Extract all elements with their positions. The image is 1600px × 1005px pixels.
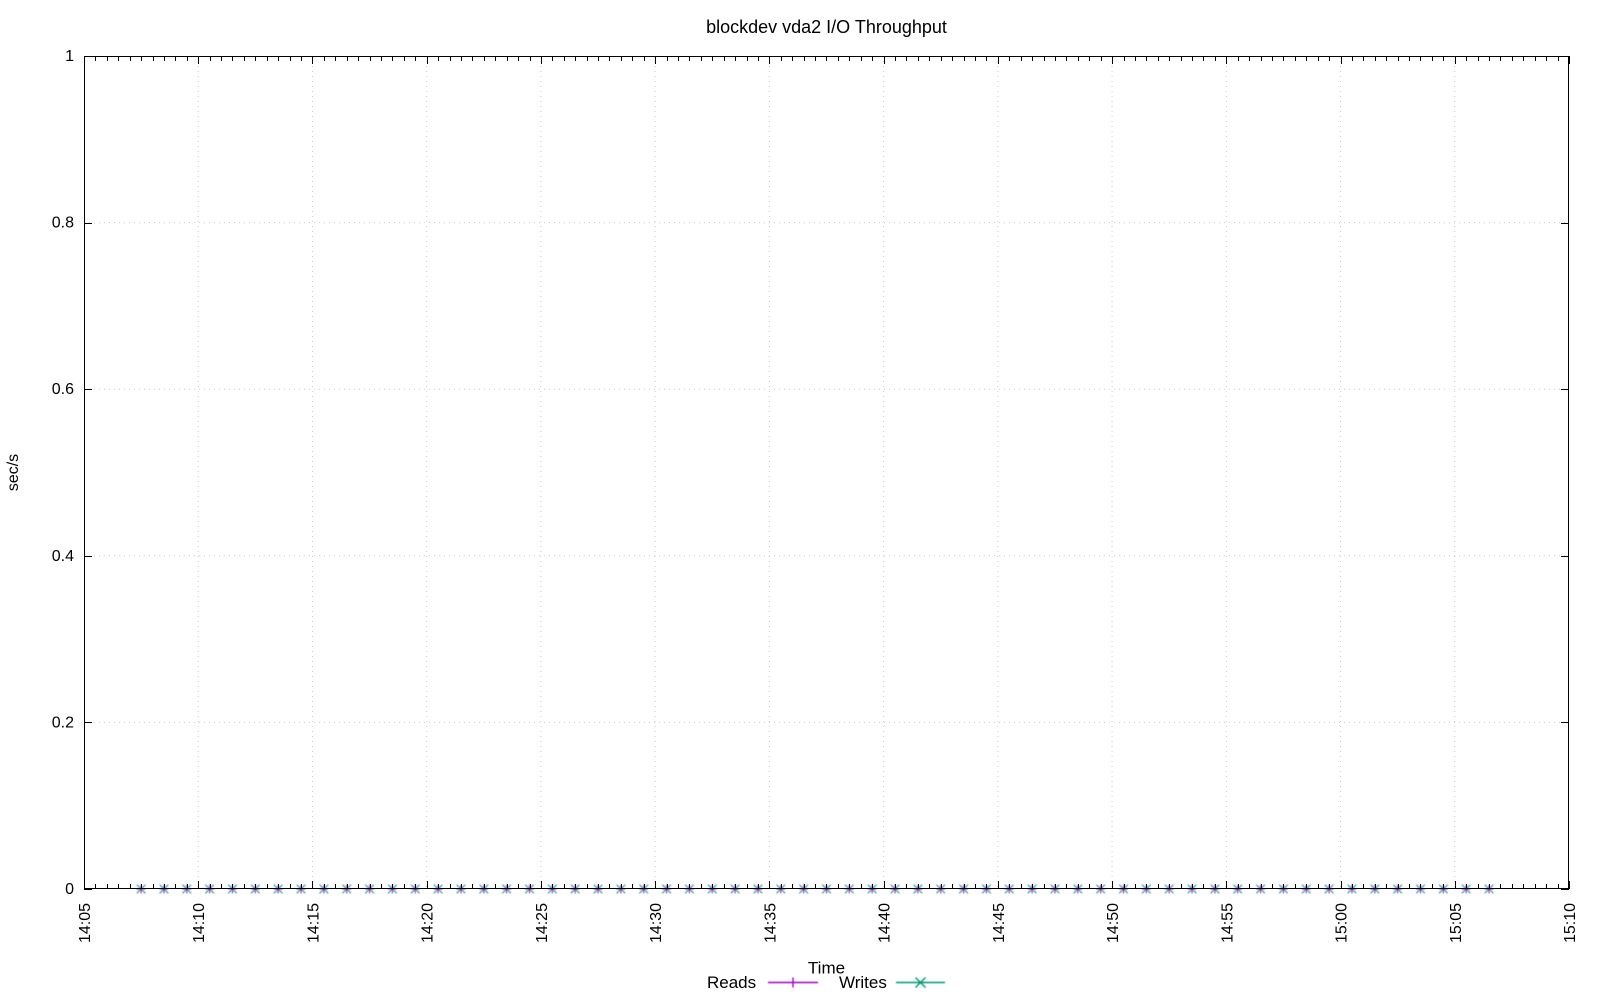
svg-text:14:50: 14:50 <box>1105 903 1122 943</box>
svg-text:15:10: 15:10 <box>1562 903 1579 943</box>
svg-text:0.6: 0.6 <box>52 381 74 398</box>
svg-text:14:10: 14:10 <box>191 903 208 943</box>
svg-text:14:25: 14:25 <box>534 903 551 943</box>
svg-text:Writes: Writes <box>839 973 887 992</box>
svg-text:1: 1 <box>65 48 74 65</box>
svg-text:blockdev vda2 I/O Throughput: blockdev vda2 I/O Throughput <box>706 17 947 37</box>
svg-text:14:15: 14:15 <box>305 903 322 943</box>
svg-text:14:35: 14:35 <box>762 903 779 943</box>
svg-text:0.2: 0.2 <box>52 714 74 731</box>
svg-text:Reads: Reads <box>707 973 756 992</box>
svg-text:0.4: 0.4 <box>52 548 74 565</box>
svg-text:14:55: 14:55 <box>1219 903 1236 943</box>
svg-text:15:00: 15:00 <box>1334 903 1351 943</box>
svg-text:15:05: 15:05 <box>1448 903 1465 943</box>
svg-text:14:30: 14:30 <box>648 903 665 943</box>
svg-text:sec/s: sec/s <box>5 454 22 491</box>
svg-text:0.8: 0.8 <box>52 215 74 232</box>
svg-text:14:05: 14:05 <box>77 903 94 943</box>
svg-text:14:20: 14:20 <box>420 903 437 943</box>
svg-text:14:40: 14:40 <box>877 903 894 943</box>
svg-text:14:45: 14:45 <box>991 903 1008 943</box>
svg-text:0: 0 <box>65 881 74 898</box>
